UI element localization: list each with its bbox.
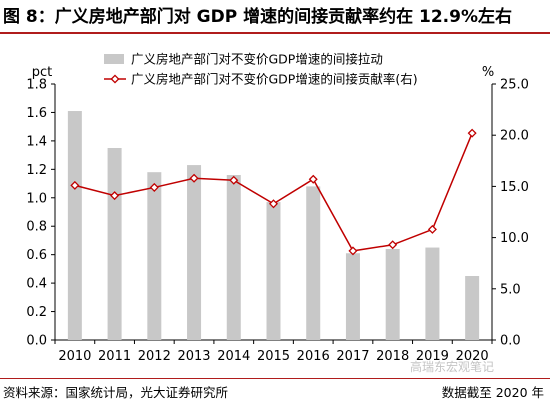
line-point-marker (189, 173, 199, 183)
right-tick-label: 10.0 (500, 231, 529, 246)
bar (266, 202, 281, 340)
x-tick-label: 2020 (456, 349, 489, 364)
left-tick-label: 1.8 (26, 78, 47, 93)
line-point-marker (268, 199, 279, 209)
line-point-marker (348, 246, 358, 256)
bar (345, 253, 360, 340)
x-tick-label: 2014 (217, 349, 250, 364)
left-tick-label: 1.2 (26, 163, 47, 178)
bar (107, 148, 122, 340)
chart-title: 图 8：广义房地产部门对 GDP 增速的间接贡献率约在 12.9%左右 (3, 7, 513, 27)
left-tick-label: 0.6 (26, 248, 47, 263)
right-tick-label: 5.0 (500, 282, 521, 297)
footer-divider (0, 378, 550, 379)
line-point-marker (308, 174, 318, 184)
bar (385, 248, 400, 340)
watermark: 高瑞东宏观笔记 (410, 360, 495, 374)
line-point-marker (229, 175, 239, 185)
line-point-marker (427, 224, 437, 234)
legend-line-label: 广义房地产部门对不变价GDP增速的间接贡献率(右) (131, 72, 418, 87)
left-tick-label: 0.2 (26, 305, 47, 320)
data-cutoff-note: 数据截至 2020 年 (441, 385, 544, 400)
bar (226, 175, 241, 340)
line-point-marker (388, 240, 398, 250)
right-tick-label: 25.0 (500, 78, 529, 93)
left-tick-label: 1.6 (26, 106, 47, 121)
x-tick-label: 2019 (416, 349, 449, 364)
bar (147, 172, 162, 340)
x-tick-label: 2013 (177, 349, 210, 364)
right-tick-label: 15.0 (500, 180, 529, 195)
bar (306, 186, 321, 340)
x-tick-label: 2015 (257, 349, 290, 364)
right-axis-unit: % (482, 65, 494, 80)
chart-area: 0.0 0.2 0.4 0.6 0.8 1.0 1.2 1.4 1.6 1.8 0.0 5.0 10.0… (26, 52, 529, 365)
x-tick-label: 2018 (376, 349, 409, 364)
bar (425, 247, 440, 340)
line-point-marker (70, 180, 80, 190)
bar (187, 165, 202, 340)
legend-bar-label: 广义房地产部门对不变价GDP增速的间接拉动 (131, 52, 383, 67)
left-tick-label: 0.8 (26, 220, 47, 235)
left-tick-label: 1.0 (26, 191, 47, 206)
line-point-marker (149, 182, 159, 192)
legend-line-marker (110, 74, 120, 84)
source-note: 资料来源：国家统计局，光大证券研究所 (3, 385, 229, 400)
bar (67, 111, 82, 341)
legend-bar-swatch (104, 54, 124, 64)
right-tick-label: 20.0 (500, 129, 529, 144)
right-tick-label: 0.0 (500, 334, 521, 349)
left-axis-unit: pct (32, 65, 53, 80)
left-tick-label: 0.0 (26, 334, 47, 349)
bar (465, 276, 480, 340)
title-divider (0, 32, 550, 34)
x-tick-label: 2011 (98, 349, 131, 364)
x-tick-label: 2010 (58, 349, 91, 364)
left-tick-label: 1.4 (26, 134, 47, 149)
x-tick-label: 2017 (336, 349, 369, 364)
left-tick-label: 0.4 (26, 277, 47, 292)
line-point-marker (110, 191, 120, 201)
line-point-marker (467, 128, 477, 138)
x-tick-label: 2012 (138, 349, 171, 364)
x-tick-label: 2016 (297, 349, 330, 364)
